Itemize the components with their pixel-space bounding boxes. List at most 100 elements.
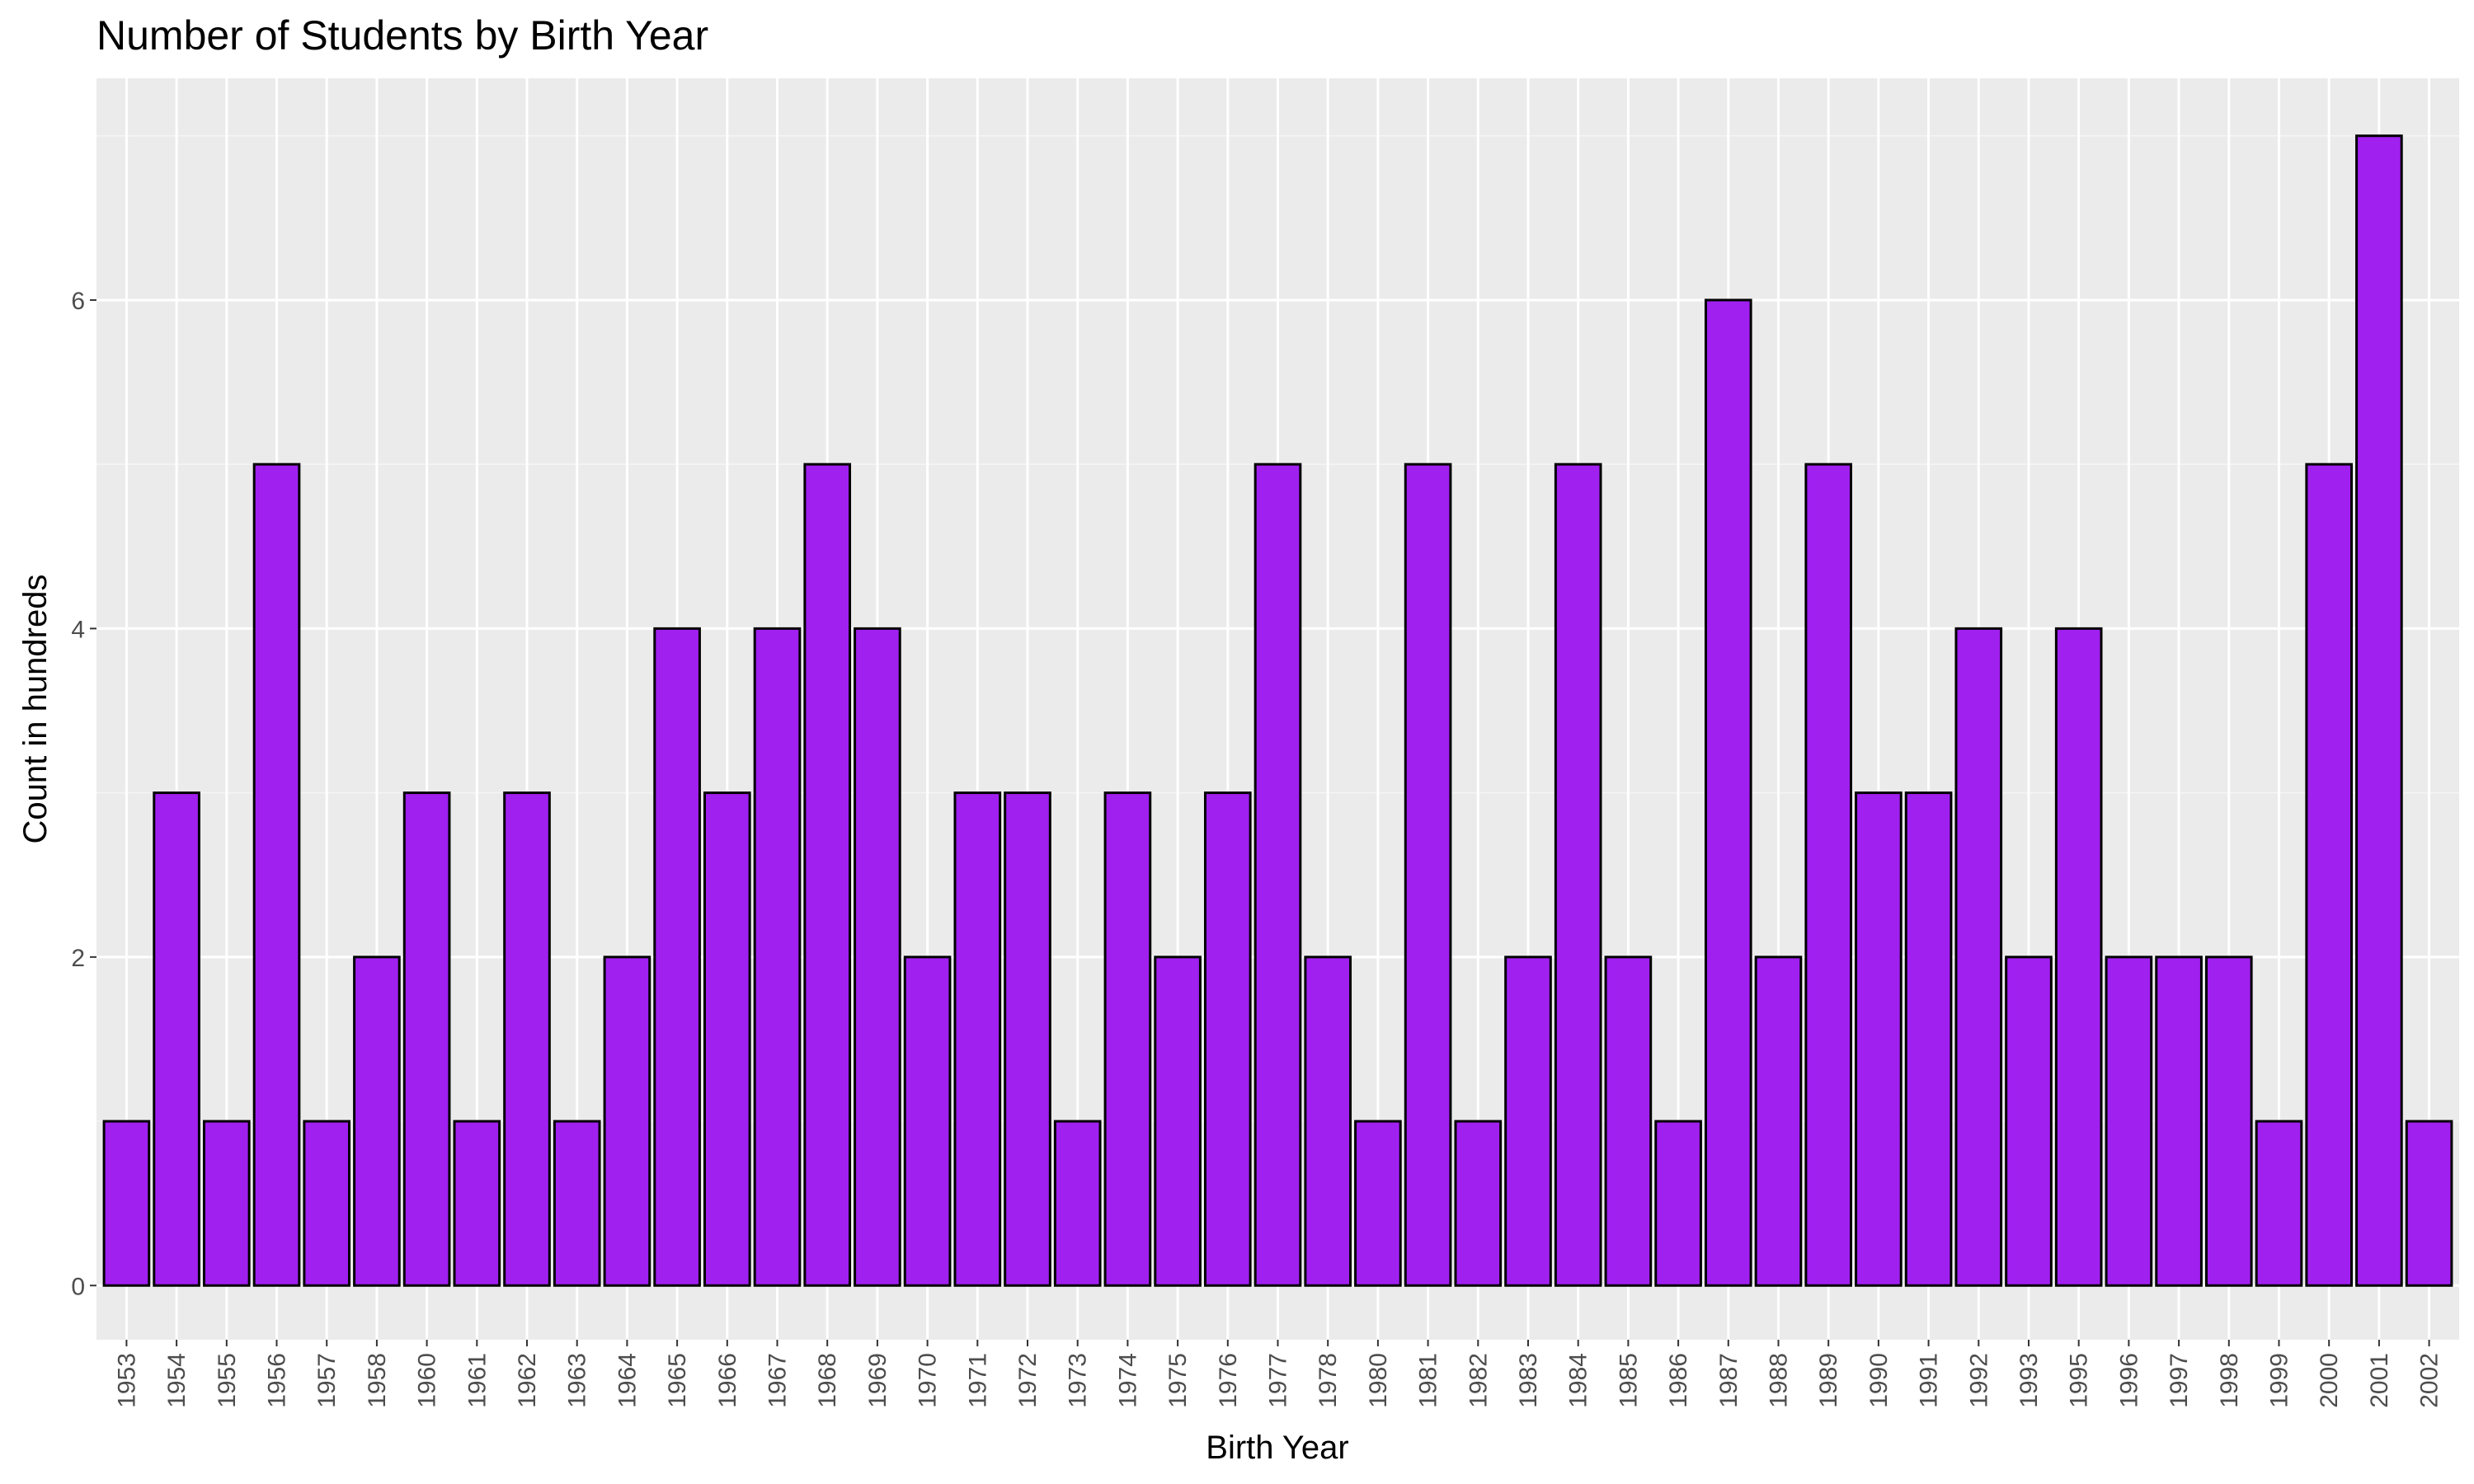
x-tick-label-1960: 1960 xyxy=(414,1353,441,1408)
y-axis-title: Count in hundreds xyxy=(17,575,54,844)
bar-1996 xyxy=(2105,956,2153,1287)
chart-title: Number of Students by Birth Year xyxy=(96,12,708,59)
x-tick-label-1962: 1962 xyxy=(514,1353,541,1408)
bar-1987 xyxy=(1704,298,1752,1287)
bar-1985 xyxy=(1604,956,1653,1287)
bar-1960 xyxy=(402,791,451,1287)
bar-1975 xyxy=(1154,956,1202,1287)
bar-1963 xyxy=(553,1120,601,1287)
y-tick-label: 6 xyxy=(71,288,85,315)
bar-1990 xyxy=(1855,791,1903,1287)
x-tick-label-1972: 1972 xyxy=(1014,1353,1042,1408)
bar-1982 xyxy=(1454,1120,1503,1287)
bar-1958 xyxy=(353,956,401,1287)
x-tick-label-1955: 1955 xyxy=(214,1353,241,1408)
bar-1965 xyxy=(653,627,701,1287)
bar-1986 xyxy=(1654,1120,1702,1287)
bar-1962 xyxy=(503,791,551,1287)
x-tick-label-1997: 1997 xyxy=(2166,1353,2193,1408)
bar-1976 xyxy=(1203,791,1252,1287)
x-tick-label-1984: 1984 xyxy=(1565,1353,1592,1408)
bar-1956 xyxy=(252,463,301,1287)
x-axis: 1953 1954 1955 1956 1957 1958 1960 1961 1962 1963… xyxy=(113,1340,2443,1408)
x-tick-label-1976: 1976 xyxy=(1215,1353,1242,1408)
x-tick-label-1973: 1973 xyxy=(1065,1353,1092,1408)
x-tick-label-1983: 1983 xyxy=(1515,1353,1542,1408)
bar-1992 xyxy=(1954,627,2003,1287)
x-tick-label-1958: 1958 xyxy=(364,1353,391,1408)
bar-1978 xyxy=(1304,956,1352,1287)
bar-1974 xyxy=(1103,791,1152,1287)
bar-1973 xyxy=(1053,1120,1102,1287)
x-tick-label-1970: 1970 xyxy=(915,1353,942,1408)
x-tick-label-1980: 1980 xyxy=(1365,1353,1392,1408)
x-tick-label-1993: 1993 xyxy=(2015,1353,2043,1408)
bar-1953 xyxy=(102,1120,151,1287)
bar-1969 xyxy=(854,627,901,1287)
x-tick-label-1988: 1988 xyxy=(1765,1353,1792,1408)
bar-1968 xyxy=(803,463,852,1287)
x-tick-label-1965: 1965 xyxy=(664,1353,691,1408)
bar-1993 xyxy=(2005,956,2053,1287)
x-tick-label-1985: 1985 xyxy=(1615,1353,1642,1408)
bar-2000 xyxy=(2305,463,2353,1287)
x-tick-label-1978: 1978 xyxy=(1315,1353,1342,1408)
bar-1997 xyxy=(2155,956,2203,1287)
x-tick-label-1956: 1956 xyxy=(264,1353,291,1408)
bar-1964 xyxy=(603,956,651,1287)
x-tick-label-1971: 1971 xyxy=(964,1353,991,1408)
bar-1981 xyxy=(1404,463,1452,1287)
x-tick-label-1963: 1963 xyxy=(564,1353,591,1408)
y-tick-label: 2 xyxy=(71,945,85,972)
bar-1966 xyxy=(703,791,751,1287)
x-tick-label-1987: 1987 xyxy=(1715,1353,1743,1408)
x-tick-label-2001: 2001 xyxy=(2366,1353,2393,1408)
x-tick-label-1967: 1967 xyxy=(764,1353,792,1408)
x-tick-label-1998: 1998 xyxy=(2216,1353,2243,1408)
x-tick-label-1957: 1957 xyxy=(313,1353,341,1408)
bar-1967 xyxy=(753,627,802,1287)
x-tick-label-1964: 1964 xyxy=(614,1353,641,1408)
bar-1957 xyxy=(303,1120,351,1287)
bar-1970 xyxy=(903,956,952,1287)
x-tick-label-1999: 1999 xyxy=(2265,1353,2293,1408)
bar-1961 xyxy=(453,1120,501,1287)
x-tick-label-1990: 1990 xyxy=(1865,1353,1893,1408)
y-axis: 0 2 4 6 xyxy=(71,288,96,1300)
x-tick-label-1975: 1975 xyxy=(1164,1353,1192,1408)
y-tick-label: 0 xyxy=(71,1273,85,1300)
x-tick-label-1977: 1977 xyxy=(1265,1353,1292,1408)
x-tick-label-1974: 1974 xyxy=(1114,1353,1141,1408)
bar-2002 xyxy=(2405,1120,2453,1287)
bar-1954 xyxy=(153,791,200,1287)
x-tick-label-1968: 1968 xyxy=(814,1353,841,1408)
x-tick-label-1953: 1953 xyxy=(113,1353,140,1408)
y-tick-label: 4 xyxy=(71,616,85,643)
bar-1983 xyxy=(1504,956,1552,1287)
x-tick-label-1992: 1992 xyxy=(1965,1353,1992,1408)
x-tick-label-1969: 1969 xyxy=(864,1353,891,1408)
bar-1989 xyxy=(1804,463,1853,1287)
bar-1955 xyxy=(203,1120,251,1287)
bar-1972 xyxy=(1004,791,1051,1287)
x-tick-label-2000: 2000 xyxy=(2316,1353,2343,1408)
x-tick-label-1989: 1989 xyxy=(1815,1353,1842,1408)
bar-1980 xyxy=(1354,1120,1402,1287)
x-tick-label-1954: 1954 xyxy=(163,1353,190,1408)
x-tick-label-1986: 1986 xyxy=(1665,1353,1692,1408)
x-axis-title: Birth Year xyxy=(1206,1430,1348,1466)
bar-1977 xyxy=(1253,463,1302,1287)
bar-1984 xyxy=(1554,463,1602,1287)
x-tick-label-1996: 1996 xyxy=(2115,1353,2142,1408)
x-tick-label-1995: 1995 xyxy=(2066,1353,2093,1408)
bar-1999 xyxy=(2255,1120,2303,1287)
bar-1991 xyxy=(1904,791,1953,1287)
x-tick-label-1966: 1966 xyxy=(714,1353,741,1408)
bars xyxy=(102,134,2453,1287)
bar-1995 xyxy=(2054,627,2103,1287)
x-tick-label-1982: 1982 xyxy=(1465,1353,1492,1408)
x-tick-label-2002: 2002 xyxy=(2416,1353,2443,1408)
bar-1988 xyxy=(1754,956,1803,1287)
bar-2001 xyxy=(2355,134,2403,1287)
